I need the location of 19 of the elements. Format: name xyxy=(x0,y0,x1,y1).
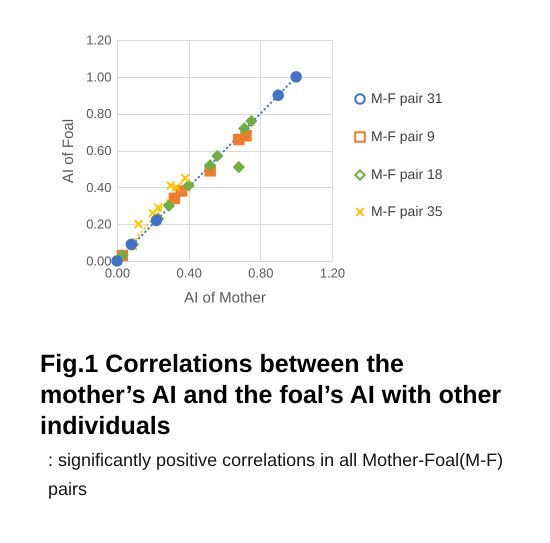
text: Fig.1 Correlations between the mother’s AI and the foal’s AI with other individuals xyxy=(40,349,502,442)
x-tick-label: 0.00 xyxy=(104,266,130,280)
text: : significantly positive correlations in all Mother-Foal(M-F) pairs xyxy=(48,449,504,501)
y-axis-title: AI of Foal xyxy=(60,118,78,184)
y-tick-label: 0.20 xyxy=(86,216,112,232)
x-axis-title: AI of Mother xyxy=(184,290,266,306)
y-tick-label: 0.80 xyxy=(86,106,112,122)
x-tick-label: 0.40 xyxy=(176,266,202,280)
legend-label: M-F pair 35 xyxy=(371,203,443,219)
y-tick-label: 1.20 xyxy=(86,32,112,48)
y-tick-label: 0.40 xyxy=(86,180,112,195)
y-tick-label: 0.00 xyxy=(86,254,112,268)
x-tick-label: 1.20 xyxy=(320,266,346,280)
legend-label: M-F pair 9 xyxy=(371,128,435,144)
y-tick-label: 0.60 xyxy=(86,143,112,158)
x-tick-label: 0.80 xyxy=(248,266,274,280)
y-tick-label: 1.00 xyxy=(86,69,112,84)
legend-label: M-F pair 31 xyxy=(371,90,443,106)
legend-label: M-F pair 18 xyxy=(371,166,443,182)
